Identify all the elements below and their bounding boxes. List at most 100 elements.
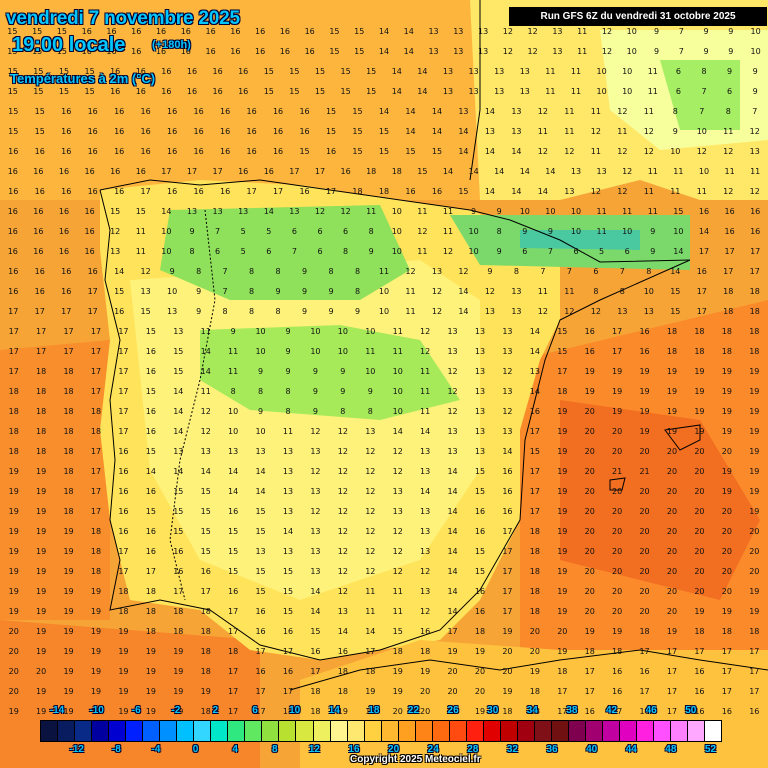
legend-swatch [449,721,467,741]
grid-value: 7 [678,47,684,56]
grid-value: 17 [118,547,129,556]
north-coastline [99,179,691,263]
grid-value: 12 [590,307,601,316]
grid-value: 8 [368,227,374,236]
grid-value: 20 [557,627,568,636]
grid-value: 18 [145,627,156,636]
grid-value: 14 [502,447,513,456]
grid-value: 6 [675,87,681,96]
grid-value: 18 [529,527,540,536]
grid-value: 15 [310,627,321,636]
grid-value: 19 [90,627,102,636]
grid-value: 14 [511,147,522,156]
grid-value: 12 [365,527,376,536]
grid-value: 16 [279,47,290,56]
grid-value: 8 [725,107,731,116]
grid-value: 13 [511,107,522,116]
grid-value: 17 [666,707,678,716]
grid-value: 10 [670,147,681,156]
grid-value: 16 [34,267,45,276]
grid-value: 14 [442,167,454,176]
legend-swatch [415,721,433,741]
grid-value: 16 [325,147,337,156]
grid-value: 17 [529,467,540,476]
grid-value: 11 [647,87,658,96]
legend-lower-label: 36 [546,744,558,755]
grid-value: 11 [366,207,377,216]
legend-upper-label: 10 [289,705,301,716]
grid-value: 12 [590,187,601,196]
grid-value: 16 [299,187,310,196]
grid-value: 12 [340,207,351,216]
legend-upper-label: 30 [487,705,499,716]
grid-value: 12 [337,587,348,596]
grid-value: 6 [291,227,297,236]
grid-value: 11 [442,227,454,236]
grid-value: 19 [63,527,74,536]
grid-value: 16 [131,27,142,36]
grid-value: 14 [447,587,458,596]
grid-value: 11 [537,127,548,136]
grid-value: 18 [282,707,294,716]
legend-swatch [517,721,535,741]
grid-value: 14 [484,107,496,116]
grid-value: 17 [87,287,98,296]
grid-value: 9 [169,267,175,276]
grid-value: 17 [447,627,458,636]
legend-swatch [398,721,416,741]
grid-value: 11 [696,187,707,196]
grid-value: 19 [63,607,74,616]
grid-value: 18 [366,167,377,176]
grid-value: 19 [365,687,376,696]
grid-value: 18 [310,687,321,696]
grid-value: 18 [666,327,678,336]
grid-value: 16 [272,127,284,136]
grid-value: 16 [8,267,19,276]
grid-value: 14 [537,187,548,196]
grid-value: 11 [392,607,403,616]
grid-value: 12 [537,307,548,316]
grid-value: 13 [494,67,505,76]
legend-lower-label: 8 [271,744,278,755]
grid-value: 12 [310,507,321,516]
grid-value: 16 [639,707,650,716]
grid-value: 12 [337,427,348,436]
grid-value: 14 [200,347,211,356]
grid-value: 16 [639,327,650,336]
grid-value: 9 [285,367,291,376]
grid-value: 20 [612,607,623,616]
grid-value: 17 [186,167,198,176]
grid-value: 16 [474,527,486,536]
grid-value: 8 [646,267,652,276]
grid-value: 16 [114,107,125,116]
grid-value: 15 [200,507,211,516]
grid-value: 9 [328,287,334,296]
grid-value: 19 [529,667,540,676]
grid-value: 7 [547,247,553,256]
grid-value: 20 [749,547,760,556]
grid-value: 13 [474,447,486,456]
grid-value: 17 [90,327,102,336]
grid-value: 14 [173,467,184,476]
grid-value: 19 [749,427,760,436]
grid-value: 11 [577,27,588,36]
grid-value: 16 [502,467,513,476]
grid-value: 13 [420,507,431,516]
grid-value: 12 [392,547,403,556]
grid-value: 14 [447,547,458,556]
grid-value: 19 [749,367,760,376]
grid-value: 16 [212,67,223,76]
grid-value: 10 [392,387,403,396]
copyright: Copyright 2025 Meteociel.fr [350,754,481,765]
grid-value: 14 [529,327,540,336]
grid-value: 19 [8,467,19,476]
grid-value: 16 [7,167,18,176]
grid-value: 16 [145,427,156,436]
grid-value: 20 [612,427,623,436]
grid-value: 16 [220,127,231,136]
grid-value: 16 [299,127,310,136]
grid-value: 16 [279,27,290,36]
grid-value: 12 [310,427,321,436]
grid-value: 20 [666,607,678,616]
grid-value: 18 [391,167,402,176]
